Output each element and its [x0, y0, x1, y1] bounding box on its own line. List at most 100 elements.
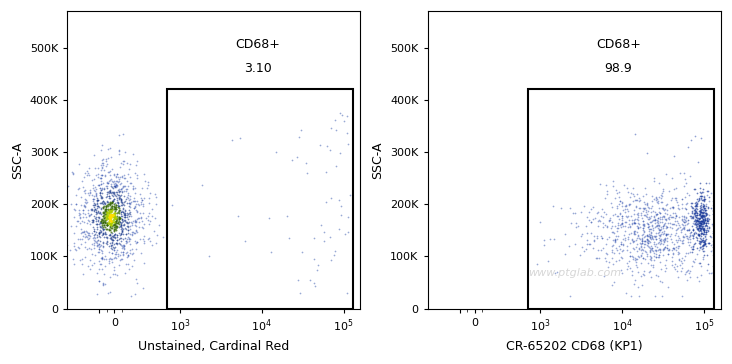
- Point: [678, 214, 690, 219]
- Point: [645, 274, 657, 280]
- Point: [101, 212, 113, 218]
- Point: [116, 160, 127, 166]
- Point: [695, 241, 706, 247]
- Point: [111, 252, 122, 257]
- Point: [670, 185, 681, 191]
- Point: [631, 223, 643, 229]
- Point: [636, 236, 648, 242]
- Point: [621, 260, 633, 266]
- Point: [104, 212, 116, 218]
- Point: [703, 261, 714, 266]
- Point: [690, 201, 702, 207]
- Point: [684, 229, 696, 234]
- Point: [670, 195, 681, 201]
- Point: [591, 235, 602, 241]
- Point: [111, 213, 123, 219]
- Point: [97, 232, 108, 238]
- Point: [648, 213, 660, 219]
- Point: [106, 198, 118, 203]
- Point: [84, 190, 96, 195]
- Point: [122, 195, 134, 201]
- Point: [69, 246, 81, 252]
- Point: [108, 196, 120, 202]
- Point: [698, 227, 709, 233]
- Point: [100, 281, 111, 287]
- Point: [122, 227, 134, 233]
- Point: [103, 207, 115, 213]
- Point: [638, 223, 649, 229]
- Point: [691, 221, 703, 226]
- Point: [606, 219, 618, 225]
- Point: [650, 236, 662, 242]
- Text: CD68+: CD68+: [596, 38, 640, 51]
- Point: [684, 236, 696, 242]
- Point: [646, 213, 657, 218]
- Point: [542, 258, 554, 264]
- Point: [676, 265, 688, 270]
- Point: [90, 217, 102, 222]
- Point: [101, 239, 113, 245]
- Point: [88, 207, 100, 213]
- Point: [90, 192, 102, 198]
- Point: [647, 236, 659, 242]
- Point: [671, 230, 682, 236]
- Point: [98, 167, 110, 173]
- Point: [701, 223, 713, 229]
- Point: [662, 232, 674, 237]
- Point: [127, 250, 139, 256]
- Point: [631, 216, 643, 222]
- Point: [698, 189, 709, 195]
- Point: [657, 223, 669, 229]
- Point: [105, 195, 116, 201]
- Point: [104, 206, 116, 212]
- Point: [124, 223, 136, 229]
- Point: [707, 211, 719, 217]
- Point: [685, 215, 697, 221]
- Point: [234, 135, 246, 141]
- Point: [97, 190, 108, 196]
- Point: [73, 245, 85, 251]
- Point: [662, 220, 674, 226]
- Point: [657, 293, 668, 298]
- Point: [109, 209, 121, 214]
- Point: [699, 205, 711, 211]
- Point: [658, 214, 670, 220]
- Point: [102, 213, 114, 219]
- Point: [108, 267, 119, 273]
- Point: [620, 290, 632, 296]
- Point: [97, 210, 109, 215]
- Point: [109, 254, 121, 260]
- Point: [623, 217, 635, 223]
- Point: [645, 246, 657, 252]
- Point: [111, 191, 123, 197]
- Point: [94, 231, 105, 237]
- Point: [622, 234, 634, 240]
- Point: [698, 198, 710, 204]
- Point: [696, 214, 708, 220]
- Point: [687, 228, 698, 233]
- Point: [98, 218, 110, 224]
- Point: [626, 221, 638, 227]
- Point: [92, 201, 103, 207]
- Point: [671, 264, 683, 269]
- Point: [135, 195, 146, 201]
- Y-axis label: SSC-A: SSC-A: [11, 141, 24, 179]
- Point: [694, 220, 706, 226]
- Point: [668, 205, 679, 211]
- Point: [697, 223, 709, 229]
- Point: [569, 210, 581, 216]
- Point: [103, 169, 115, 175]
- Point: [93, 209, 105, 215]
- Point: [611, 190, 623, 195]
- Point: [672, 202, 684, 208]
- Point: [699, 210, 711, 216]
- Point: [119, 211, 130, 217]
- Point: [596, 206, 608, 212]
- Point: [699, 240, 711, 246]
- Point: [690, 132, 701, 138]
- Point: [119, 225, 131, 231]
- Point: [659, 215, 671, 221]
- Point: [106, 237, 118, 243]
- Point: [660, 206, 671, 212]
- Point: [122, 230, 134, 236]
